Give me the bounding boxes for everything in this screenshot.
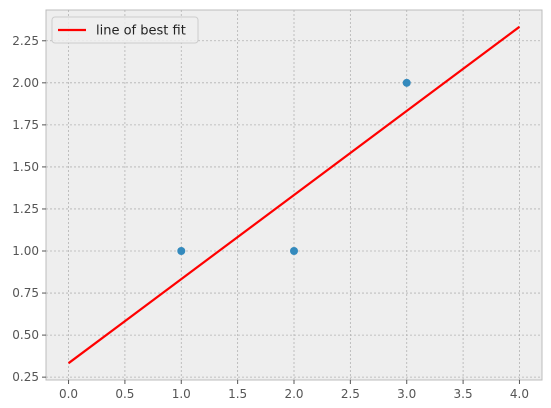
y-tick-label: 0.25 — [12, 370, 39, 384]
legend: line of best fit — [51, 16, 199, 44]
x-tick-label: 1.0 — [172, 387, 191, 401]
legend-box — [51, 16, 199, 44]
x-tick-label: 3.5 — [454, 387, 473, 401]
y-axis: 0.25 0.50 0.75 1.00 1.25 1.50 1.75 2.00 2.25 — [12, 34, 46, 384]
x-tick-label: 1.5 — [228, 387, 247, 401]
best-fit-line — [67, 25, 521, 365]
y-tick-label: 0.50 — [12, 328, 39, 342]
y-tick-label: 1.25 — [12, 202, 39, 216]
x-tick-label: 0.5 — [115, 387, 134, 401]
x-tick-label: 2.0 — [284, 387, 303, 401]
series-layer — [67, 25, 521, 365]
x-tick-label: 2.5 — [341, 387, 360, 401]
y-tick-label: 2.00 — [12, 76, 39, 90]
y-tick-label: 0.75 — [12, 286, 39, 300]
data-point — [402, 78, 411, 87]
grid — [46, 10, 542, 380]
y-tick-label: 1.50 — [12, 160, 39, 174]
x-axis: 0.0 0.5 1.0 1.5 2.0 2.5 3.0 3.5 4.0 — [59, 380, 529, 401]
x-tick-label: 4.0 — [510, 387, 529, 401]
y-tick-label: 2.25 — [12, 34, 39, 48]
data-point — [290, 247, 298, 256]
y-tick-label: 1.75 — [12, 118, 39, 132]
x-tick-label: 0.0 — [59, 387, 78, 401]
legend-label: line of best fit — [96, 24, 186, 39]
y-tick-label: 1.00 — [12, 244, 39, 258]
data-point — [177, 247, 186, 256]
x-tick-label: 3.0 — [397, 387, 416, 401]
